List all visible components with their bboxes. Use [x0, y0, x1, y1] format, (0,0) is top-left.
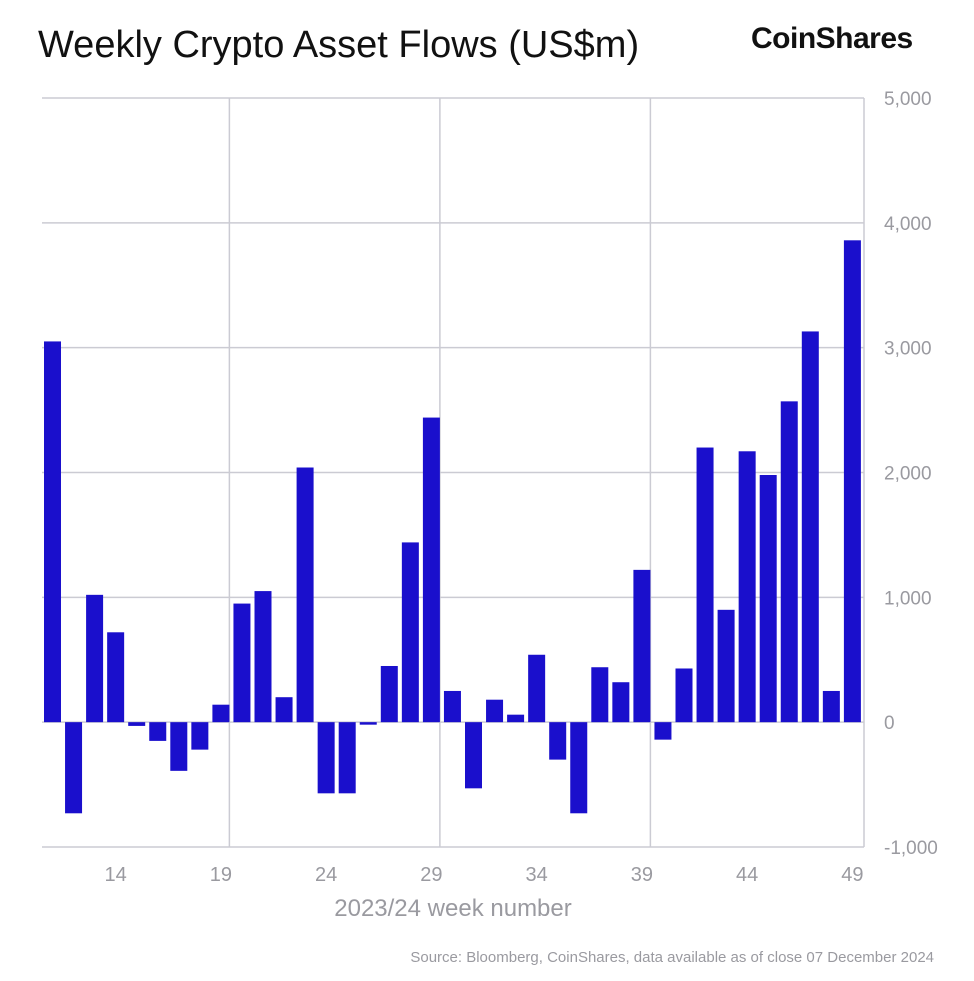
- bar: [759, 474, 777, 723]
- source-note: Source: Bloomberg, CoinShares, data avai…: [410, 949, 934, 966]
- bar: [212, 704, 230, 723]
- bar: [675, 668, 693, 723]
- y-tick-label: 3,000: [884, 339, 932, 360]
- bar: [633, 569, 651, 723]
- bar: [380, 665, 398, 723]
- x-axis-label: 2023/24 week number: [334, 895, 572, 922]
- bar: [422, 417, 440, 723]
- bar: [65, 722, 83, 814]
- y-tick-label: 1,000: [884, 588, 932, 609]
- bar: [738, 451, 756, 723]
- bar: [44, 341, 61, 723]
- bar: [696, 447, 714, 723]
- bar: [465, 722, 482, 789]
- x-tick-label: 49: [841, 864, 863, 886]
- bars: [44, 240, 861, 814]
- bar: [528, 654, 546, 723]
- bar: [801, 331, 819, 723]
- bar: [570, 722, 588, 814]
- coinshares-logo: CoinShares: [751, 22, 913, 56]
- bar: [170, 722, 188, 771]
- bar: [486, 699, 504, 723]
- bar: [591, 667, 609, 723]
- x-tick-label: 19: [210, 864, 232, 886]
- bar: [296, 467, 314, 723]
- chart-title: Weekly Crypto Asset Flows (US$m): [38, 24, 640, 66]
- bar: [128, 722, 146, 726]
- y-tick-label: -1,000: [884, 838, 938, 859]
- bar: [843, 240, 861, 723]
- x-tick-label: 39: [631, 864, 653, 886]
- bar: [401, 542, 419, 723]
- x-tick-label: 24: [315, 864, 337, 886]
- bar: [317, 722, 335, 794]
- x-tick-label: 14: [105, 864, 127, 886]
- y-tick-label: 4,000: [884, 214, 932, 235]
- bar: [717, 609, 735, 723]
- y-tick-label: 5,000: [884, 89, 932, 110]
- bar: [107, 632, 125, 723]
- bar: [338, 722, 356, 794]
- y-tick-label: 0: [884, 713, 895, 734]
- bar: [780, 401, 798, 723]
- bar: [191, 722, 209, 750]
- logo-text: CoinShares: [751, 22, 913, 55]
- bar: [507, 714, 525, 723]
- bar: [359, 722, 377, 725]
- bar: [654, 722, 672, 740]
- bar: [549, 722, 567, 760]
- y-tick-labels: -1,000 0 1,000 2,000 3,000 4,000 5,000: [884, 89, 938, 859]
- bar: [275, 697, 293, 723]
- bar: [86, 594, 104, 723]
- bar: [149, 722, 167, 741]
- bar: [443, 690, 461, 723]
- x-tick-label: 44: [736, 864, 758, 886]
- x-tick-label: 29: [420, 864, 442, 886]
- bar: [233, 603, 251, 723]
- y-tick-label: 2,000: [884, 464, 932, 485]
- bar: [254, 591, 272, 723]
- x-tick-label: 34: [526, 864, 548, 886]
- bar: [822, 690, 840, 723]
- bar: [612, 682, 630, 723]
- x-tick-labels: 14 19 24 29 34 39 44 49: [105, 864, 864, 886]
